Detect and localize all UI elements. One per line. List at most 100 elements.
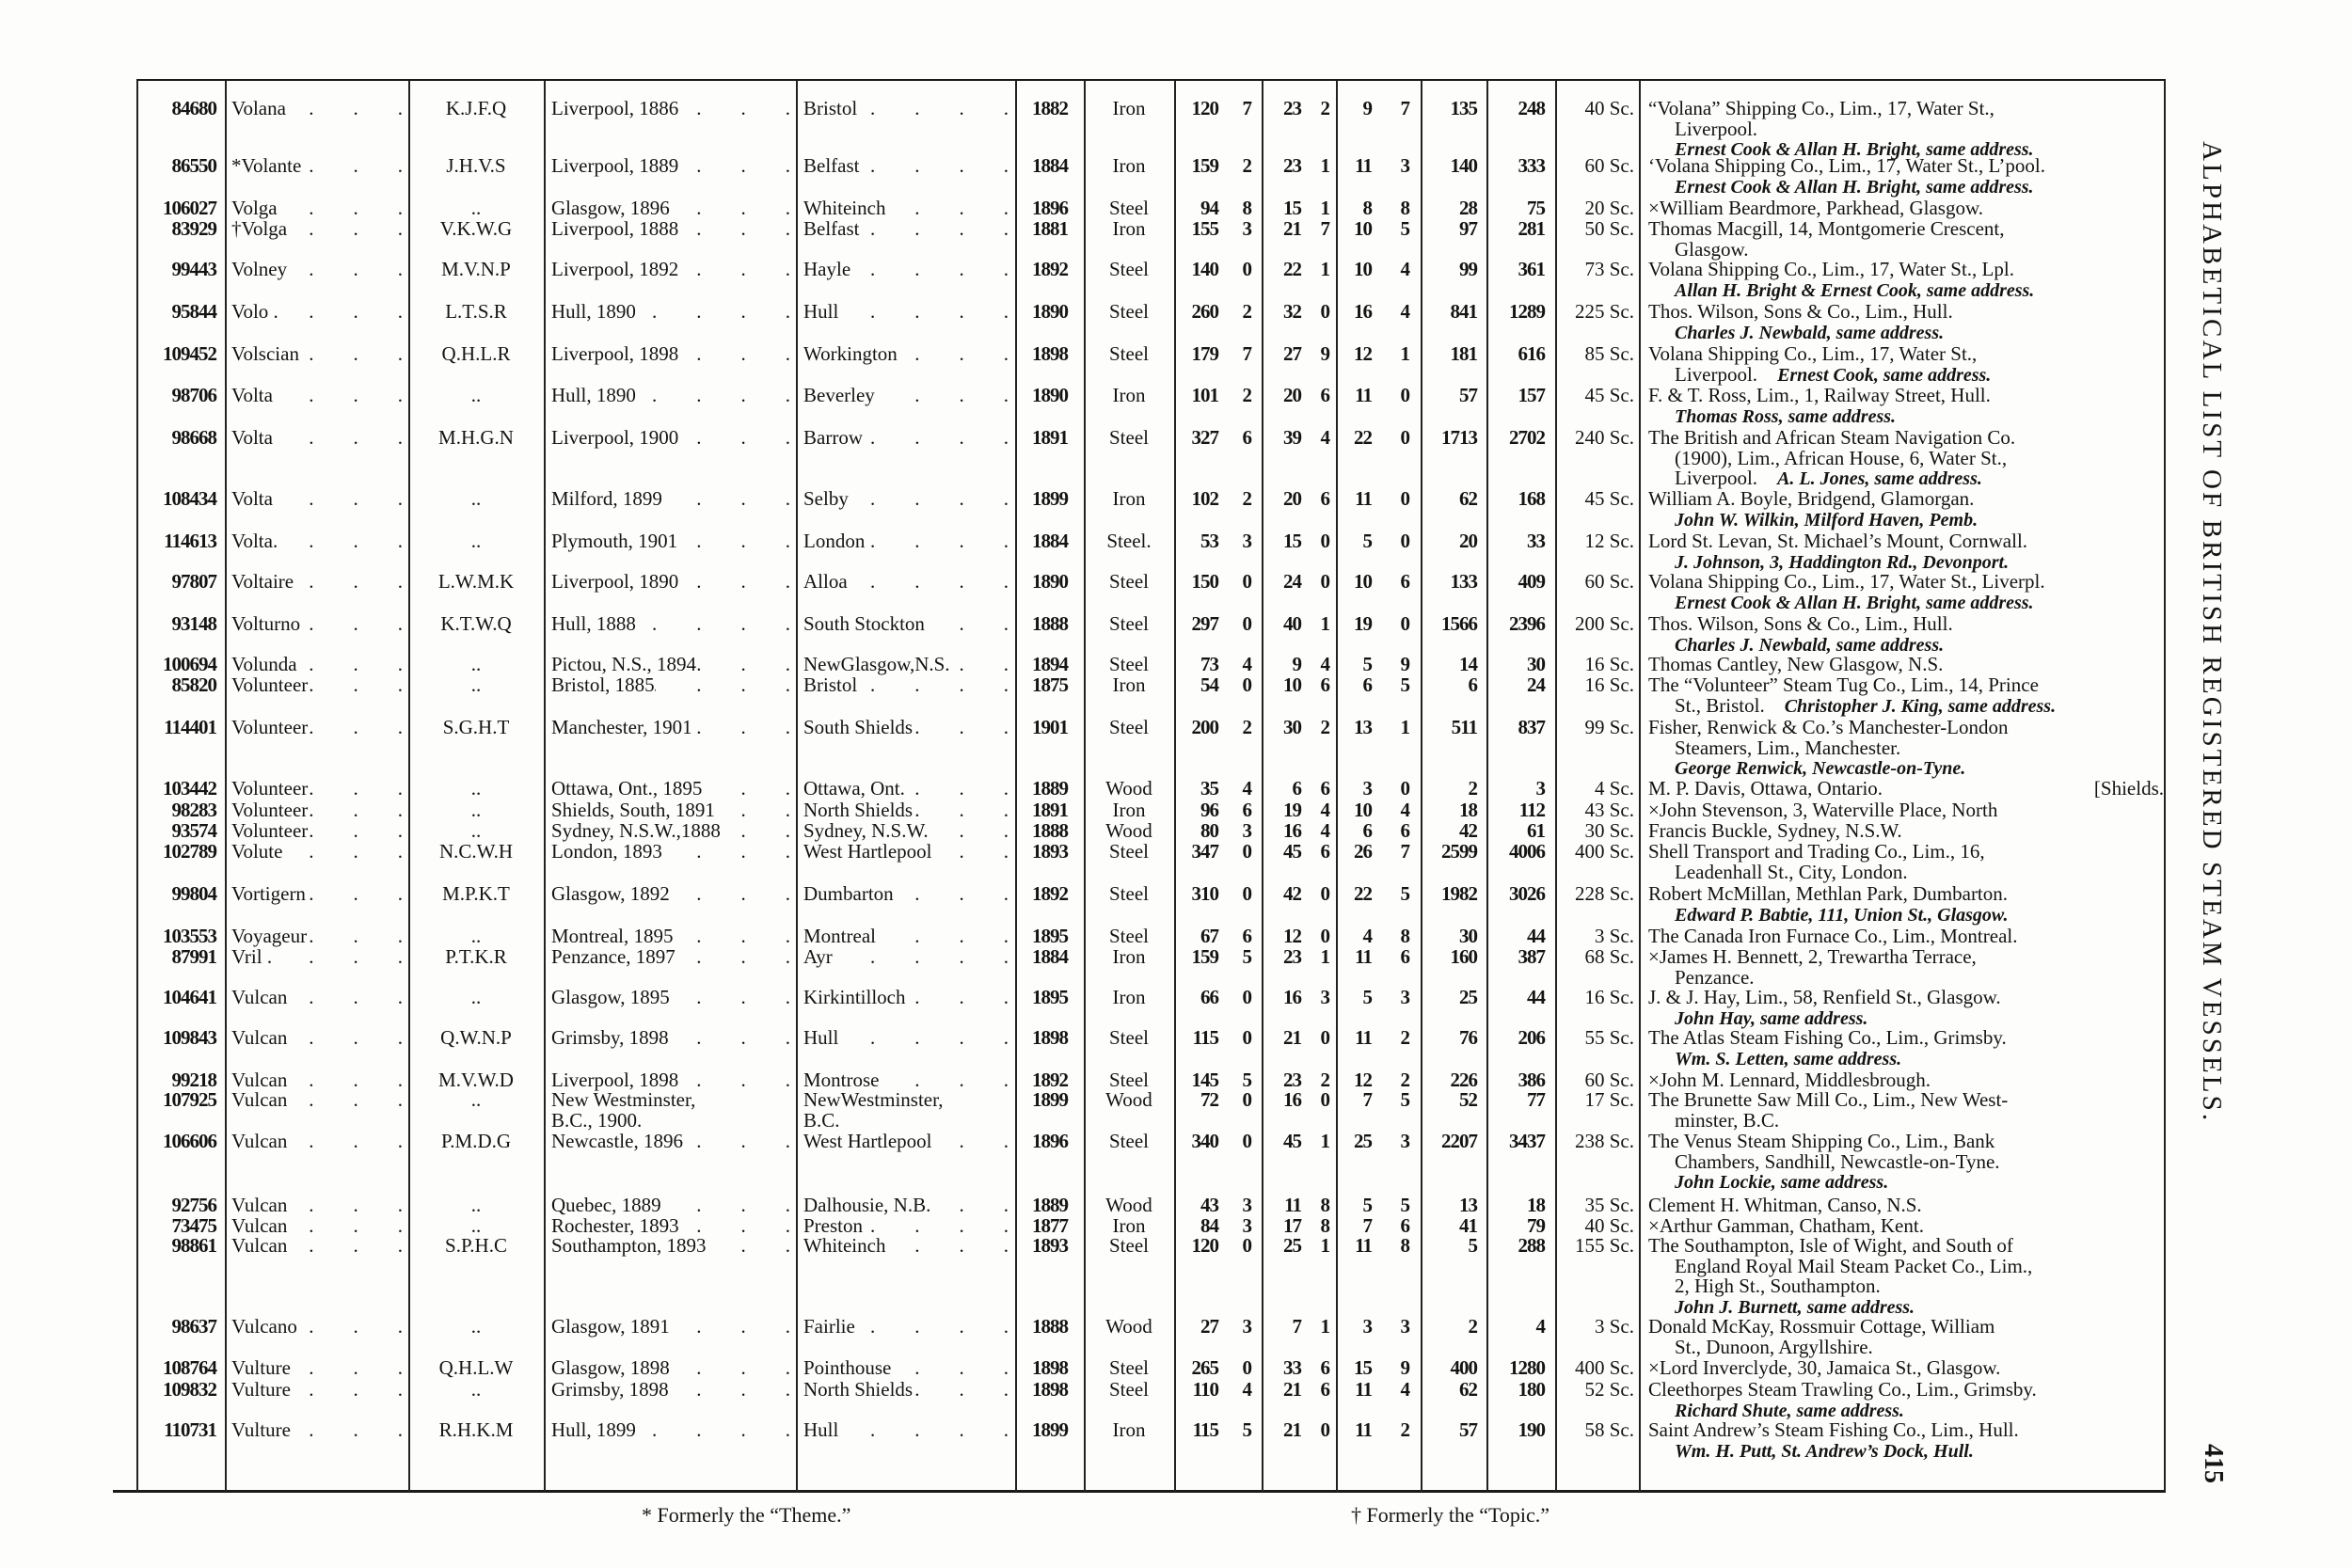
official-number: 93148	[171, 612, 218, 635]
leader-dots	[865, 531, 1009, 552]
length-feet: 260	[1191, 300, 1220, 323]
owner-line: J. & J. Hay, Lim., 58, Renfield St., Gla…	[1648, 987, 2164, 1008]
leader-dots	[291, 1358, 403, 1379]
depth-feet: 9	[1362, 97, 1374, 119]
official-number: 110731	[164, 1418, 217, 1441]
length-tenths: 3	[1242, 217, 1253, 240]
length-tenths: 0	[1242, 1026, 1253, 1049]
owner-entry: William A. Boyle, Bridgend, Glamorgan. Jo…	[1648, 488, 2164, 531]
leader-dots	[636, 614, 790, 635]
leader-dots	[287, 988, 403, 1008]
gross-tonnage: 44	[1527, 986, 1546, 1008]
official-number: 85820	[171, 673, 218, 696]
owner-text: The Southampton, Isle of Wight, and Sout…	[1648, 1234, 2013, 1257]
leader-dots	[308, 779, 403, 800]
vessel-name: Volscian	[231, 343, 403, 365]
length-tenths: 4	[1242, 653, 1253, 675]
owner-line: Robert McMillan, Methlan Park, Dumbarton…	[1648, 882, 2164, 905]
depth-feet: 25	[1354, 1130, 1373, 1152]
signal-letters: R.H.K.M	[438, 1418, 514, 1441]
owner-entry: ×James H. Bennett, 2, Trewartha Terrace,…	[1648, 946, 2164, 988]
depth-feet: 13	[1354, 716, 1373, 738]
hull-material: Steel	[1109, 258, 1149, 280]
hull-material: Steel	[1109, 1069, 1149, 1091]
owner-line: F. & T. Ross, Lim., 1, Railway Street, H…	[1648, 385, 2164, 406]
leader-dots	[287, 1070, 403, 1091]
leader-dots	[278, 198, 403, 219]
breadth-feet: 15	[1283, 530, 1302, 552]
depth-tenths: 6	[1400, 819, 1411, 842]
year-built: 1889	[1032, 777, 1069, 800]
owner-entry: The “Volunteer” Steam Tug Co., Lim., 14,…	[1648, 674, 2164, 717]
official-number: 86550	[171, 154, 218, 177]
gross-tonnage: 190	[1518, 1418, 1547, 1441]
hull-material: Steel	[1109, 716, 1149, 738]
horse-power: 43 Sc.	[1584, 799, 1635, 821]
length-feet: 67	[1200, 925, 1219, 947]
gross-tonnage: 44	[1527, 925, 1546, 947]
year-built: 1884	[1032, 945, 1069, 968]
official-number: 99804	[171, 882, 218, 905]
owner-text: Thos. Wilson, Sons & Co., Lim., Hull.	[1648, 300, 1953, 323]
vessel-name-text: Vulture	[231, 1356, 291, 1379]
length-feet: 155	[1191, 217, 1220, 240]
owner-line: Liverpool. Ernest Cook, same address.	[1648, 364, 2164, 387]
year-built: 1895	[1032, 925, 1069, 947]
vessel-name: Volunteer	[231, 778, 403, 800]
vessel-name-text: Volunteer	[231, 673, 309, 696]
leader-dots	[655, 675, 790, 696]
vessel-name: Volturno	[231, 613, 403, 635]
breadth-tenths: 4	[1320, 426, 1331, 449]
owner-entry: Fisher, Renwick & Co.’s Manchester-Londo…	[1648, 716, 2164, 780]
net-tonnage: 42	[1459, 819, 1478, 842]
owner-text: Robert McMillan, Methlan Park, Dumbarton…	[1648, 882, 2009, 905]
owner-entry: [Shields. M. P. Davis, Ottawa, Ontario.	[1648, 778, 2164, 800]
official-number: 98861	[171, 1234, 218, 1257]
port-of-registry-text: Hayle	[803, 258, 851, 280]
net-tonnage: 57	[1459, 384, 1478, 406]
port-of-registry-text: Selby	[803, 487, 849, 510]
net-tonnage: 57	[1459, 1418, 1478, 1441]
owner-entry: Thomas Macgill, 14, Montgomerie Crescent…	[1648, 218, 2164, 260]
depth-feet: 10	[1354, 799, 1373, 821]
owner-text: (1900), Lim., African House, 6, Water St…	[1675, 446, 2008, 469]
depth-tenths: 0	[1400, 487, 1411, 510]
owner-line: ×Arthur Gamman, Chatham, Kent.	[1648, 1215, 2164, 1237]
leader-dots	[636, 386, 790, 406]
length-tenths: 2	[1242, 384, 1253, 406]
length-tenths: 0	[1242, 882, 1253, 905]
owner-line: Thomas Ross, same address.	[1648, 406, 2164, 428]
port-of-registry-text: Dalhousie, N.B.	[803, 1194, 931, 1216]
leader-dots	[272, 947, 403, 968]
net-tonnage: 25	[1459, 986, 1478, 1008]
vessel-name: Vulcan	[231, 1069, 403, 1091]
column-divider	[1486, 81, 1488, 1492]
where-built-text: Liverpool, 1900	[551, 426, 679, 449]
where-built-text: Liverpool, 1889	[551, 154, 679, 177]
length-feet: 94	[1200, 197, 1219, 219]
where-built: Hull, 1899	[551, 1419, 790, 1441]
vessel-name-text: Volga	[231, 197, 278, 219]
length-feet: 96	[1200, 799, 1219, 821]
owner-entry: ×William Beardmore, Parkhead, Glasgow.	[1648, 198, 2164, 219]
owner-text: Fisher, Renwick & Co.’s Manchester-Londo…	[1648, 716, 2009, 738]
gross-tonnage: 3	[1535, 777, 1547, 800]
signal-letters: ..	[470, 653, 482, 675]
depth-tenths: 5	[1400, 1088, 1411, 1111]
owner-text: Liverpool.	[1675, 117, 1758, 140]
breadth-feet: 25	[1283, 1234, 1302, 1257]
leader-dots	[308, 675, 403, 696]
horse-power: 30 Sc.	[1584, 819, 1635, 842]
column-divider	[544, 81, 546, 1492]
breadth-tenths: 0	[1320, 530, 1331, 552]
net-tonnage: 20	[1459, 530, 1478, 552]
managing-agent: Edward P. Babtie, 111, Union St., Glasgo…	[1675, 904, 2009, 926]
owner-line: ×John Stevenson, 3, Waterville Place, No…	[1648, 800, 2164, 821]
vessel-name-text: Volunteer	[231, 819, 309, 842]
leader-dots	[670, 1317, 790, 1338]
net-tonnage: 1713	[1441, 426, 1478, 449]
table-bottom-rule	[113, 1490, 2166, 1493]
owner-line: The Atlas Steam Fishing Co., Lim., Grims…	[1648, 1027, 2164, 1049]
owner-line: Francis Buckle, Sydney, N.S.W.	[1648, 820, 2164, 842]
official-number: 87991	[171, 945, 218, 968]
